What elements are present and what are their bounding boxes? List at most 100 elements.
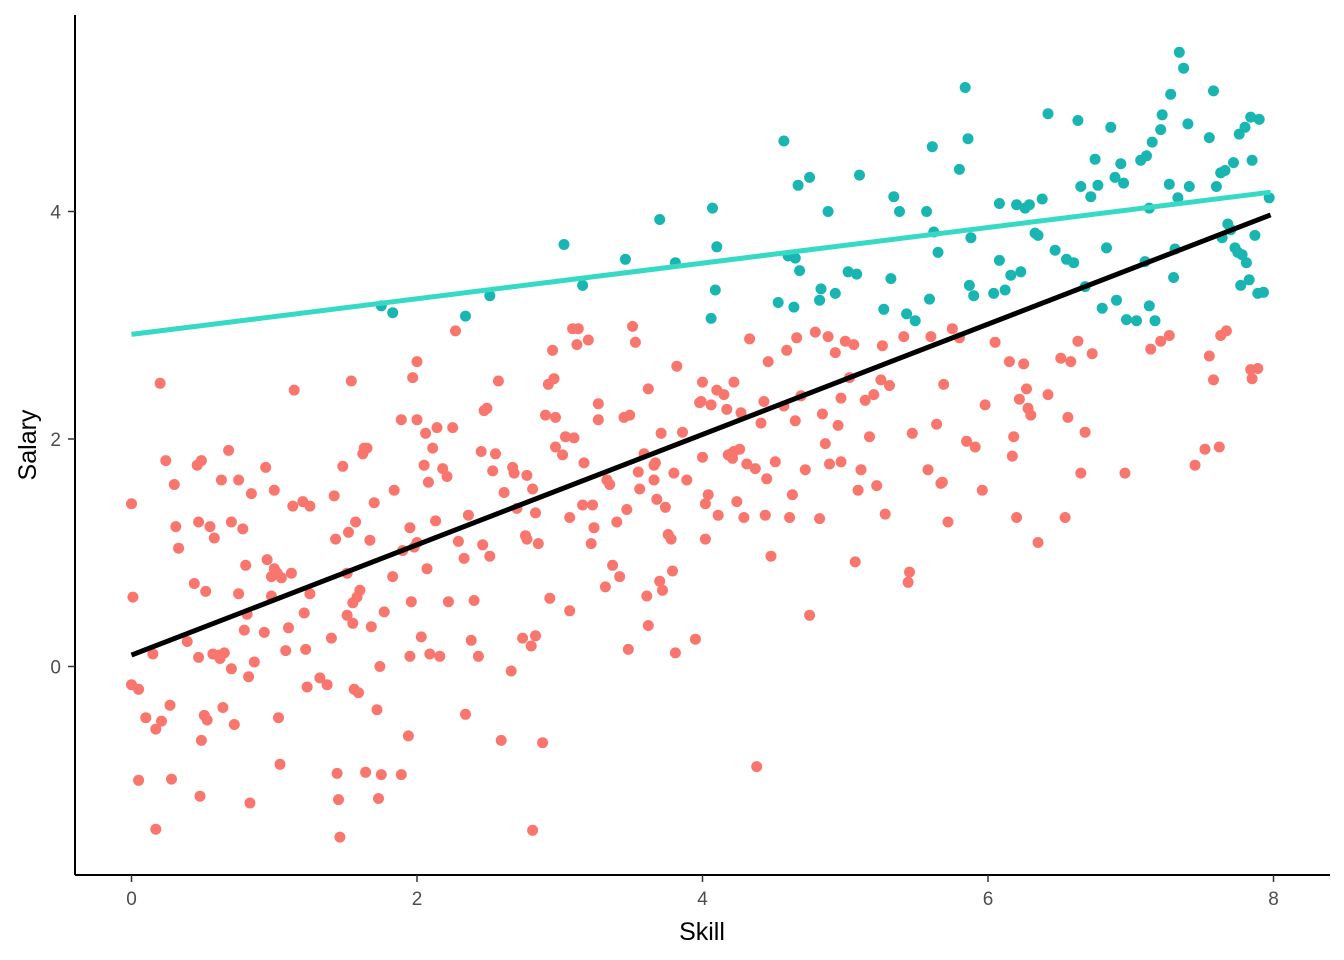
data-point-s0-281 (864, 431, 875, 443)
data-point-s0-112 (405, 596, 417, 608)
data-point-s1-48 (999, 284, 1011, 296)
data-point-s1-113 (1249, 229, 1261, 241)
data-point-s1-110 (1243, 274, 1255, 286)
fit-line-0 (131, 189, 1271, 337)
data-point-s0-71 (304, 500, 316, 512)
data-point-s1-30 (888, 191, 900, 203)
data-point-s0-215 (665, 533, 677, 545)
data-point-s0-138 (468, 595, 480, 606)
data-point-s1-95 (1208, 85, 1219, 97)
data-point-s0-135 (460, 708, 471, 720)
data-point-s0-136 (462, 509, 474, 521)
data-point-s0-168 (547, 344, 559, 356)
data-point-s1-38 (932, 246, 944, 258)
x-tick-label: 8 (1268, 889, 1279, 910)
data-point-s1-81 (1146, 136, 1158, 148)
data-point-s1-109 (1240, 257, 1252, 269)
data-point-s0-178 (571, 339, 583, 351)
data-point-s1-87 (1168, 272, 1180, 283)
data-point-s0-170 (550, 441, 561, 453)
data-point-s0-282 (868, 389, 880, 401)
data-point-s0-280 (859, 394, 871, 406)
data-point-s0-304 (979, 399, 991, 411)
data-point-s0-183 (585, 538, 597, 550)
data-point-s1-26 (851, 268, 863, 280)
data-point-s0-20 (193, 651, 205, 663)
data-point-s0-260 (791, 332, 803, 344)
data-point-s0-250 (759, 509, 771, 521)
data-point-s1-40 (959, 82, 971, 93)
data-point-s0-248 (755, 417, 767, 429)
data-point-s0-195 (621, 504, 633, 515)
data-point-s0-130 (442, 596, 454, 608)
data-point-s0-0 (126, 498, 137, 510)
data-point-s1-99 (1219, 165, 1231, 176)
data-point-s1-90 (1173, 46, 1185, 58)
data-point-s1-34 (921, 206, 933, 217)
data-point-s0-34 (217, 702, 229, 713)
data-point-s0-230 (705, 399, 717, 411)
data-point-s0-165 (540, 409, 551, 421)
data-point-s0-272 (835, 456, 847, 468)
data-point-s0-187 (592, 414, 604, 426)
data-point-s0-212 (657, 584, 668, 596)
data-point-s0-264 (809, 326, 821, 338)
data-point-s0-227 (699, 498, 711, 510)
data-point-s0-225 (697, 451, 708, 463)
data-point-s0-175 (564, 605, 576, 617)
y-tick-label: 2 (50, 430, 61, 451)
data-point-s0-90 (353, 687, 364, 699)
data-point-s0-326 (1145, 343, 1157, 355)
data-point-s0-205 (642, 620, 654, 631)
data-point-s0-293 (925, 331, 937, 343)
data-point-s0-107 (395, 769, 407, 781)
data-point-s0-338 (1252, 363, 1264, 374)
data-point-s1-80 (1143, 300, 1155, 312)
data-point-s1-96 (1210, 181, 1222, 192)
data-point-s0-62 (283, 622, 294, 634)
data-point-s0-44 (240, 559, 252, 571)
data-point-s0-43 (238, 624, 250, 636)
data-point-s0-258 (786, 489, 798, 501)
data-point-s0-201 (634, 483, 646, 495)
data-point-s0-203 (641, 590, 653, 602)
data-point-s0-162 (530, 507, 541, 519)
data-point-s0-210 (654, 575, 666, 587)
data-point-s0-273 (835, 392, 847, 404)
data-point-s0-299 (946, 323, 958, 335)
data-point-s0-294 (931, 418, 943, 430)
data-point-s0-80 (337, 460, 349, 472)
data-point-s0-208 (649, 457, 661, 469)
data-point-s0-84 (345, 375, 357, 387)
data-point-s1-53 (1023, 199, 1035, 211)
fit-lines-layer (130, 189, 1272, 658)
data-point-s0-97 (365, 621, 377, 633)
data-point-s0-76 (330, 533, 342, 545)
data-point-s0-290 (904, 566, 915, 578)
data-point-s1-86 (1165, 88, 1177, 100)
data-point-s0-109 (402, 730, 414, 742)
data-point-s1-28 (878, 303, 890, 315)
data-point-s0-105 (388, 484, 400, 496)
data-point-s0-103 (378, 606, 390, 618)
data-point-s1-85 (1163, 178, 1175, 190)
data-point-s0-310 (1013, 393, 1025, 405)
data-point-s0-154 (517, 632, 529, 644)
data-point-s0-167 (544, 592, 556, 604)
data-point-s0-229 (702, 489, 714, 501)
data-point-s0-9 (154, 377, 166, 389)
data-point-s0-159 (527, 483, 539, 495)
data-point-s1-91 (1178, 62, 1190, 74)
data-point-s0-233 (718, 389, 730, 401)
data-point-s1-33 (909, 315, 921, 327)
data-point-s1-17 (789, 252, 801, 264)
data-point-s0-96 (364, 534, 376, 546)
data-point-s1-35 (924, 293, 935, 305)
data-point-s0-47 (244, 797, 256, 809)
data-point-s0-302 (969, 441, 981, 453)
data-point-s0-82 (341, 609, 353, 621)
data-point-s1-14 (778, 135, 790, 147)
data-point-s0-319 (1062, 411, 1074, 423)
x-tick-label: 2 (412, 889, 423, 910)
data-point-s0-332 (1208, 374, 1219, 386)
